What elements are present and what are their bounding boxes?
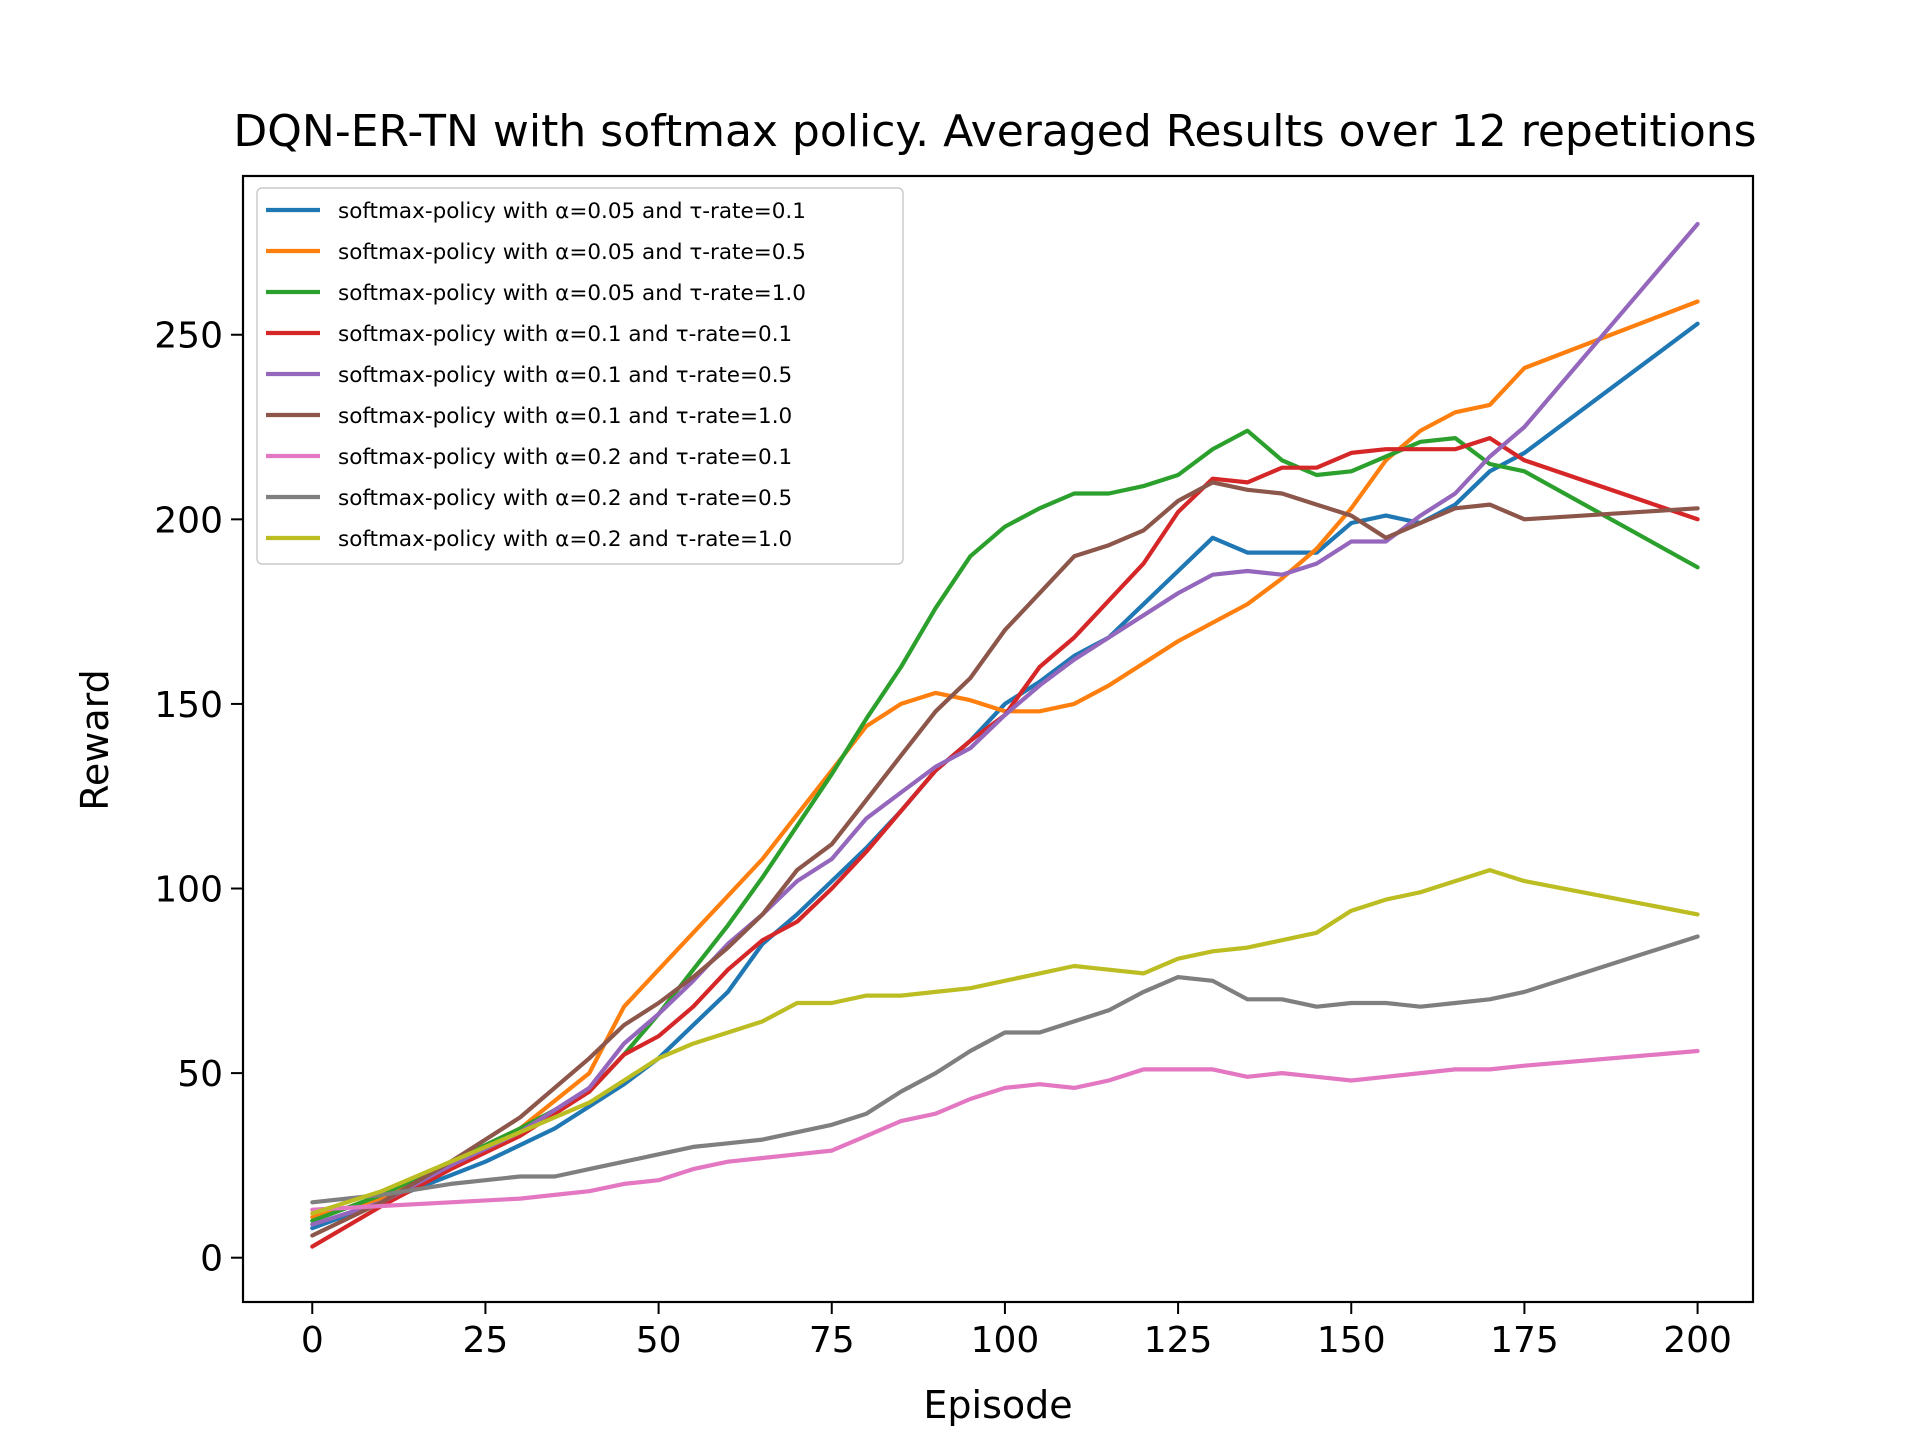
legend-entry-label: softmax-policy with α=0.05 and τ-rate=1.… (338, 281, 806, 306)
x-tick-label: 150 (1317, 1320, 1386, 1361)
x-tick-label: 75 (809, 1320, 855, 1361)
legend-box (256, 187, 904, 565)
x-tick-label: 50 (636, 1320, 682, 1361)
series-line-3 (310, 428, 1700, 1223)
x-axis-label: Episode (923, 1383, 1072, 1427)
y-tick-label: 150 (154, 685, 223, 726)
legend-entry-label: softmax-policy with α=0.05 and τ-rate=0.… (338, 240, 806, 265)
legend-entry-label: softmax-policy with α=0.05 and τ-rate=0.… (338, 199, 806, 224)
legend-entry-label: softmax-policy with α=0.1 and τ-rate=1.0 (338, 404, 792, 429)
x-tick-label: 100 (971, 1320, 1040, 1361)
y-axis-ticks: 0 50 100 150 200 250 (154, 316, 243, 1280)
series-line-5 (310, 221, 1700, 1227)
legend-entry-label: softmax-policy with α=0.2 and τ-rate=0.1 (338, 445, 792, 470)
x-tick-label: 25 (463, 1320, 509, 1361)
x-axis-ticks: 0 25 50 75 100 125 150 175 200 (301, 1302, 1732, 1361)
x-tick-label: 200 (1663, 1320, 1732, 1361)
x-tick-label: 175 (1490, 1320, 1559, 1361)
y-tick-label: 250 (154, 316, 223, 357)
chart-title: DQN-ER-TN with softmax policy. Averaged … (233, 106, 1756, 157)
x-tick-label: 0 (301, 1320, 324, 1361)
series-lines (310, 221, 1700, 1249)
y-tick-label: 100 (154, 870, 223, 911)
legend-entry-label: softmax-policy with α=0.1 and τ-rate=0.5 (338, 363, 792, 388)
series-line-8 (310, 934, 1700, 1205)
y-tick-label: 200 (154, 500, 223, 541)
y-axis-label: Reward (73, 669, 117, 811)
series-line-2 (310, 299, 1700, 1220)
legend-entry-label: softmax-policy with α=0.2 and τ-rate=1.0 (338, 527, 792, 552)
x-tick-label: 125 (1144, 1320, 1213, 1361)
y-tick-label: 50 (177, 1054, 223, 1095)
legend-entry-label: softmax-policy with α=0.1 and τ-rate=0.1 (338, 322, 792, 347)
series-line-7 (310, 1048, 1700, 1212)
legend: softmax-policy with α=0.05 and τ-rate=0.… (256, 187, 904, 565)
series-line-6 (310, 480, 1700, 1238)
series-line-9 (310, 868, 1700, 1216)
legend-entry-label: softmax-policy with α=0.2 and τ-rate=0.5 (338, 486, 792, 511)
y-tick-label: 0 (200, 1239, 223, 1280)
plot-frame (241, 174, 1755, 1304)
